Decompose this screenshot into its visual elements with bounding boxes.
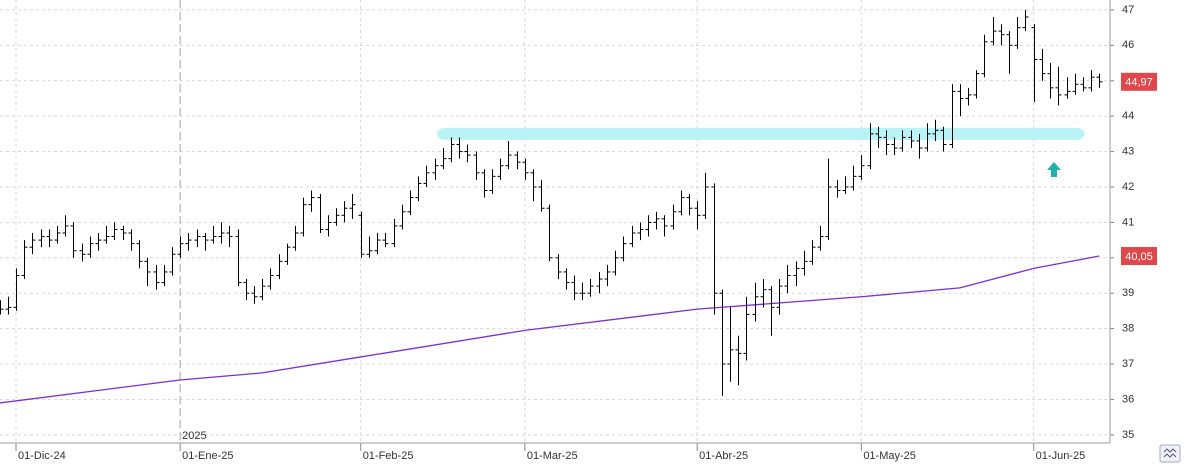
x-tick-label: 01-Jun-25 bbox=[1036, 450, 1086, 462]
y-tick-label: 42 bbox=[1122, 181, 1134, 193]
support-band bbox=[437, 127, 1085, 140]
y-tick-label: 35 bbox=[1122, 429, 1134, 441]
price-label-box bbox=[1121, 72, 1157, 91]
y-tick-label: 36 bbox=[1122, 393, 1134, 405]
x-tick-label: 01-Mar-25 bbox=[527, 450, 578, 462]
price-label: 40,05 bbox=[1125, 251, 1153, 263]
x-tick-label: 01-May-25 bbox=[863, 450, 916, 462]
year-label: 2025 bbox=[182, 430, 206, 442]
price-label-box bbox=[1121, 247, 1157, 266]
price-label: 44,97 bbox=[1125, 77, 1153, 89]
arrow-marker bbox=[1047, 162, 1061, 177]
y-tick-label: 43 bbox=[1122, 145, 1134, 157]
x-tick-label: 01-Ene-25 bbox=[182, 450, 233, 462]
y-tick-label: 44 bbox=[1122, 110, 1134, 122]
y-tick-label: 37 bbox=[1122, 358, 1134, 370]
y-tick-label: 46 bbox=[1122, 39, 1134, 51]
y-tick-label: 38 bbox=[1122, 323, 1134, 335]
y-tick-label: 39 bbox=[1122, 287, 1134, 299]
x-tick-label: 01-Feb-25 bbox=[363, 450, 414, 462]
scroll-button[interactable] bbox=[1159, 444, 1181, 463]
y-tick-label: 41 bbox=[1122, 216, 1134, 228]
x-tick-label: 01-Abr-25 bbox=[699, 450, 748, 462]
moving-average-line bbox=[0, 255, 1100, 404]
x-tick-label: 01-Dic-24 bbox=[18, 450, 66, 462]
y-tick-label: 47 bbox=[1122, 4, 1134, 16]
